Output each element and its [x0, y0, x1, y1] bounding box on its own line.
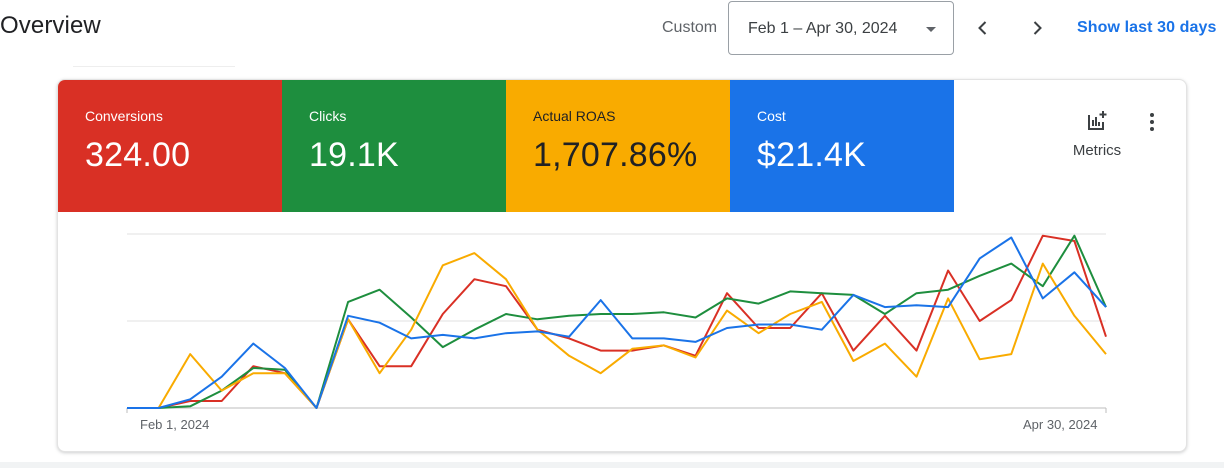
metric-value: 19.1K	[309, 136, 399, 174]
chevron-right-icon	[1033, 21, 1042, 35]
page-title: Overview	[0, 12, 101, 39]
metric-value: $21.4K	[757, 136, 866, 174]
metric-tile-cost[interactable]: Cost $21.4K	[730, 80, 954, 212]
metrics-label: Metrics	[1072, 142, 1122, 159]
metrics-button[interactable]: Metrics	[1058, 108, 1136, 164]
tab-divider	[73, 66, 235, 70]
dropdown-arrow-icon	[926, 27, 936, 32]
next-period-button[interactable]	[1020, 11, 1054, 45]
x-tick-label-end: Apr 30, 2024	[1023, 417, 1098, 432]
add-chart-icon	[1088, 111, 1107, 130]
chevron-left-icon	[978, 21, 987, 35]
metric-label: Actual ROAS	[533, 108, 616, 124]
date-range-dropdown[interactable]: Feb 1 – Apr 30, 2024	[728, 1, 954, 55]
metric-label: Clicks	[309, 108, 347, 124]
metric-value: 1,707.86%	[533, 136, 698, 174]
more-vert-icon	[1150, 113, 1154, 131]
series-line-3	[127, 236, 1107, 409]
metric-label: Cost	[757, 108, 786, 124]
metric-value: 324.00	[85, 136, 191, 174]
metric-tile-clicks[interactable]: Clicks 19.1K	[282, 80, 506, 212]
overview-card: Conversions 324.00 Clicks 19.1K Actual R…	[57, 79, 1187, 452]
metric-label: Conversions	[85, 108, 163, 124]
x-tick-label-start: Feb 1, 2024	[140, 417, 210, 432]
page-footer-strip	[0, 462, 1224, 468]
chart-plot	[126, 233, 1107, 413]
previous-period-button[interactable]	[966, 11, 1000, 45]
show-last-30-days-link[interactable]: Show last 30 days	[1077, 19, 1217, 36]
date-range-value: Feb 1 – Apr 30, 2024	[748, 20, 898, 37]
metric-tile-actual-roas[interactable]: Actual ROAS 1,707.86%	[506, 80, 730, 212]
more-options-button[interactable]	[1140, 109, 1164, 137]
metric-tile-conversions[interactable]: Conversions 324.00	[58, 80, 282, 212]
date-range-label: Custom	[662, 19, 718, 36]
line-chart: Feb 1, 2024 Apr 30, 2024	[58, 212, 1186, 451]
series-line-2	[127, 252, 1107, 409]
